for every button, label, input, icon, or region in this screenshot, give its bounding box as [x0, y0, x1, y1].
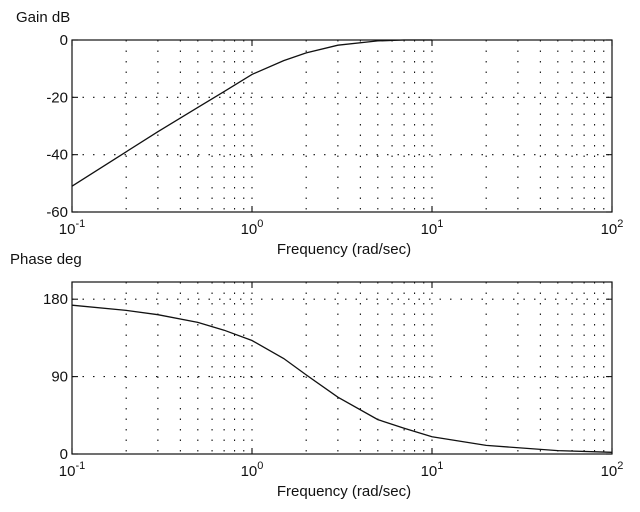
y-axis-label: Gain dB [16, 9, 70, 26]
y-tick-label: 180 [43, 291, 68, 308]
axes-box [71, 39, 613, 213]
y-tick-label: -40 [46, 147, 68, 164]
x-tick-label: 102 [601, 218, 624, 238]
gain-series-line [71, 39, 432, 187]
y-tick-label: 90 [51, 369, 68, 386]
x-tick-label: 10-1 [59, 218, 85, 238]
x-tick-label: 10-1 [59, 460, 85, 480]
phase-plot: 180 90 010-1 100 101 102 Phase deg Frequency (r… [10, 251, 623, 500]
x-tick-label: 101 [421, 460, 444, 480]
axes-box [71, 281, 613, 455]
x-tick-label: 100 [241, 218, 264, 238]
y-tick-label: 0 [60, 446, 68, 463]
y-tick-label: -60 [46, 204, 68, 221]
x-tick-label: 101 [421, 218, 444, 238]
x-axis-label: Frequency (rad/sec) [277, 483, 411, 500]
y-axis-label: Phase deg [10, 251, 82, 268]
y-tick-label: 0 [60, 32, 68, 49]
x-tick-label: 100 [241, 460, 264, 480]
phase-series-line [71, 304, 613, 453]
x-axis-label: Frequency (rad/sec) [277, 241, 411, 258]
y-tick-label: -20 [46, 89, 68, 106]
x-tick-label: 102 [601, 460, 624, 480]
